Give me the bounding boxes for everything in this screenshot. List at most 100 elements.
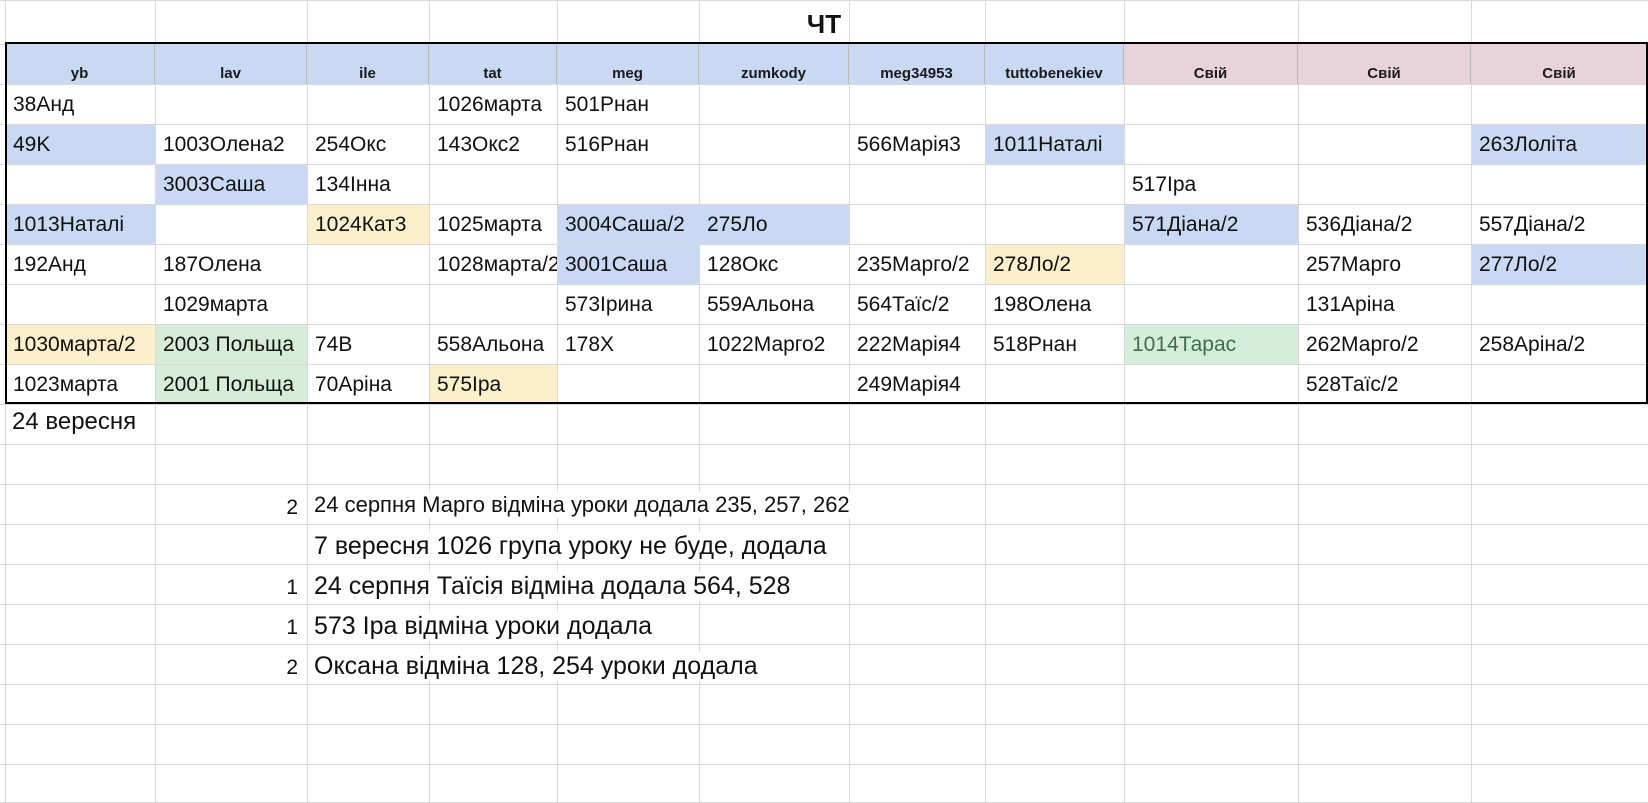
table-cell[interactable]: 1029марта (163, 292, 269, 316)
column-header[interactable]: tuttobenekiev (985, 44, 1124, 84)
note-count[interactable]: 1 (286, 616, 298, 639)
grid-row-line (0, 404, 1648, 405)
table-cell[interactable]: 1011Наталі (986, 125, 1124, 164)
table-cell[interactable]: 557Діана/2 (1479, 212, 1586, 236)
note-text[interactable]: 24 серпня Марго відміна уроки додала 235… (314, 492, 856, 518)
grid-column-line (1298, 0, 1299, 802)
date-label[interactable]: 24 вересня (12, 408, 137, 435)
note-count[interactable]: 2 (286, 656, 298, 679)
day-title: ЧТ (806, 8, 842, 39)
table-cell[interactable]: 1024Кат3 (308, 205, 429, 244)
table-cell[interactable]: 128Окс (707, 252, 779, 276)
table-cell[interactable]: 222Марія4 (857, 332, 961, 356)
table-cell[interactable]: 143Окс2 (437, 132, 520, 156)
table-cell[interactable]: 278Ло/2 (986, 245, 1124, 284)
table-cell[interactable]: 131Аріна (1306, 292, 1395, 316)
grid-row-line (0, 564, 1648, 565)
table-cell[interactable]: 1025марта (437, 212, 543, 236)
table-cell[interactable]: 528Таїс/2 (1306, 372, 1399, 396)
table-cell[interactable]: 187Олена (163, 252, 262, 276)
grid-column-line (155, 0, 156, 802)
grid-row-line (0, 284, 1648, 285)
table-cell[interactable]: 516Рнан (565, 132, 649, 156)
table-cell[interactable]: 1023марта (13, 372, 119, 396)
note-count[interactable]: 1 (286, 576, 298, 599)
table-cell[interactable]: 254Окс (315, 132, 387, 156)
table-cell[interactable]: 257Марго (1306, 252, 1402, 276)
table-cell[interactable]: 3004Саша/2 (558, 205, 699, 244)
table-cell[interactable]: 192Анд (13, 252, 86, 276)
grid-row-line (0, 124, 1648, 125)
table-cell[interactable]: 571Діана/2 (1125, 205, 1298, 244)
table-cell[interactable]: 1003Олена2 (163, 132, 285, 156)
column-header[interactable]: lav (155, 44, 307, 84)
table-cell[interactable]: 517Іра (1132, 172, 1197, 196)
table-cell[interactable]: 536Діана/2 (1306, 212, 1413, 236)
column-header[interactable]: Свій (1124, 44, 1298, 84)
grid-row-line (0, 204, 1648, 205)
grid-column-line (985, 0, 986, 802)
table-cell[interactable]: 2001 Польща (156, 365, 307, 404)
column-header[interactable]: meg (557, 44, 699, 84)
table-cell[interactable]: 38Анд (13, 92, 75, 116)
table-cell[interactable]: 2003 Польща (156, 325, 307, 364)
table-cell[interactable]: 277Ло/2 (1472, 245, 1648, 284)
note-text[interactable]: 573 Іра відміна уроки додала (314, 612, 658, 641)
column-header[interactable]: zumkody (699, 44, 849, 84)
grid-row-line (0, 444, 1648, 445)
table-cell[interactable]: 559Альона (707, 292, 815, 316)
table-cell[interactable]: 49K (6, 125, 155, 164)
table-cell[interactable]: 70Аріна (315, 372, 392, 396)
table-cell[interactable]: 3003Саша (156, 165, 307, 204)
grid-row-line (0, 84, 1648, 85)
column-header[interactable]: Свій (1471, 44, 1648, 84)
column-header[interactable]: ile (307, 44, 429, 84)
grid-row-line (0, 364, 1648, 365)
table-cell[interactable]: 575Іра (430, 365, 557, 404)
table-cell[interactable]: 1026марта (437, 92, 543, 116)
table-cell[interactable]: 573Ірина (565, 292, 653, 316)
table-cell[interactable]: 262Марго/2 (1306, 332, 1419, 356)
grid-column-line (1124, 0, 1125, 802)
column-header[interactable]: yb (5, 44, 155, 84)
note-text[interactable]: 7 вересня 1026 група уроку не буде, дода… (314, 532, 833, 561)
grid-row-line (0, 684, 1648, 685)
table-cell[interactable]: 1030марта/2 (6, 325, 155, 364)
table-cell[interactable]: 263Лоліта (1472, 125, 1648, 164)
table-cell[interactable]: 1028марта/2 (437, 252, 557, 276)
grid-row-line (0, 764, 1648, 765)
column-header[interactable]: meg34953 (849, 44, 985, 84)
column-header[interactable]: Свій (1298, 44, 1471, 84)
table-cell[interactable]: 564Таїс/2 (857, 292, 950, 316)
grid-row-line (0, 324, 1648, 325)
table-cell[interactable]: 558Альона (437, 332, 545, 356)
table-cell[interactable]: 3001Саша (558, 245, 699, 284)
note-text[interactable]: Оксана відміна 128, 254 уроки додала (314, 652, 764, 681)
table-cell[interactable]: 1014Тарас (1125, 325, 1298, 364)
table-cell[interactable]: 501Рнан (565, 92, 649, 116)
table-outline (5, 42, 1648, 404)
table-cell[interactable]: 134Інна (315, 172, 391, 196)
column-header[interactable]: tat (429, 44, 557, 84)
table-cell[interactable]: 566Марія3 (857, 132, 961, 156)
grid-row-line (0, 484, 1648, 485)
table-cell[interactable]: 275Ло (700, 205, 849, 244)
note-text[interactable]: 24 серпня Таїсія відміна додала 564, 528 (314, 572, 797, 601)
grid-row-line (0, 644, 1648, 645)
grid-column-line (849, 0, 850, 802)
table-cell[interactable]: 258Аріна/2 (1479, 332, 1586, 356)
grid-column-line (1471, 0, 1472, 802)
table-cell[interactable]: 1013Наталі (6, 205, 155, 244)
table-cell[interactable]: 235Марго/2 (857, 252, 970, 276)
table-cell[interactable]: 178Х (565, 332, 615, 356)
table-cell[interactable]: 74В (315, 332, 353, 356)
note-count[interactable]: 2 (286, 496, 298, 519)
table-cell[interactable]: 249Марія4 (857, 372, 961, 396)
grid-column-line (557, 0, 558, 802)
grid-row-line (0, 724, 1648, 725)
table-cell[interactable]: 518Рнан (993, 332, 1077, 356)
grid-row-line (0, 604, 1648, 605)
table-cell[interactable]: 198Олена (993, 292, 1092, 316)
table-cell[interactable]: 1022Марго2 (707, 332, 826, 356)
grid-column-line (429, 0, 430, 802)
